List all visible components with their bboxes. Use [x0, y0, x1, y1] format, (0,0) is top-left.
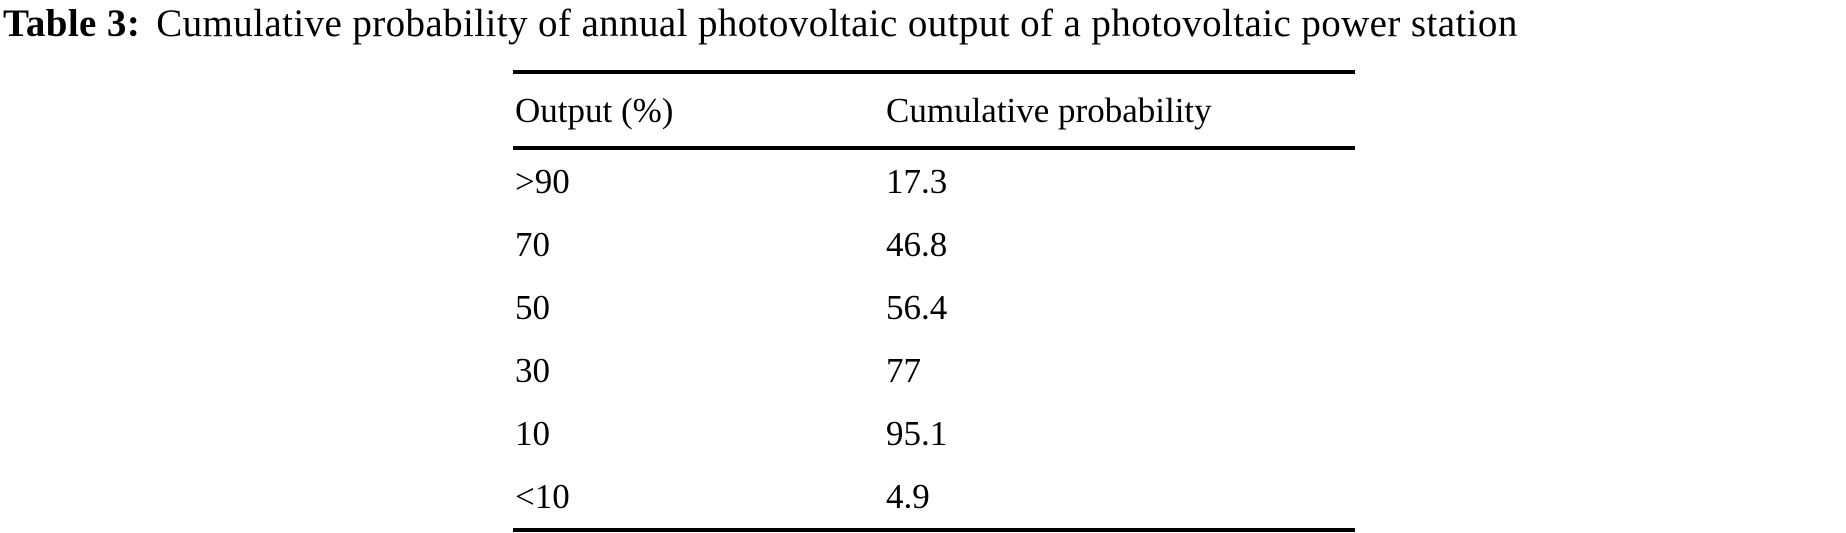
cell-output: 50 — [515, 288, 550, 327]
table-row: <10 4.9 — [513, 465, 1355, 528]
data-table: Output (%) Cumulative probability >90 17… — [513, 70, 1355, 532]
table-row: 10 95.1 — [513, 402, 1355, 465]
table-row: 70 46.8 — [513, 213, 1355, 276]
column-header-output: Output (%) — [515, 90, 674, 130]
column-header-probability: Cumulative probability — [886, 90, 1212, 130]
table-caption-text: Cumulative probability of annual photovo… — [156, 2, 1518, 45]
cell-probability: 77 — [886, 351, 921, 390]
cell-probability: 17.3 — [886, 162, 948, 201]
table-row: 30 77 — [513, 339, 1355, 402]
table-row: 50 56.4 — [513, 276, 1355, 339]
table-caption: Table 3: Cumulative probability of annual… — [3, 1, 1518, 47]
cell-probability: 4.9 — [886, 477, 930, 516]
table-header-rule — [513, 146, 1355, 150]
table-row: >90 17.3 — [513, 150, 1355, 213]
cell-probability: 95.1 — [886, 414, 948, 453]
cell-output: <10 — [515, 477, 570, 516]
table-caption-label: Table 3: — [3, 2, 141, 45]
cell-output: >90 — [515, 162, 570, 201]
cell-output: 10 — [515, 414, 550, 453]
cell-output: 30 — [515, 351, 550, 390]
cell-probability: 56.4 — [886, 288, 948, 327]
table-header-row: Output (%) Cumulative probability — [513, 74, 1355, 146]
table-body: >90 17.3 70 46.8 50 56.4 30 77 10 95.1 <… — [513, 150, 1355, 528]
cell-output: 70 — [515, 225, 550, 264]
table-bottom-rule — [513, 528, 1355, 532]
cell-probability: 46.8 — [886, 225, 948, 264]
table-top-rule — [513, 70, 1355, 74]
